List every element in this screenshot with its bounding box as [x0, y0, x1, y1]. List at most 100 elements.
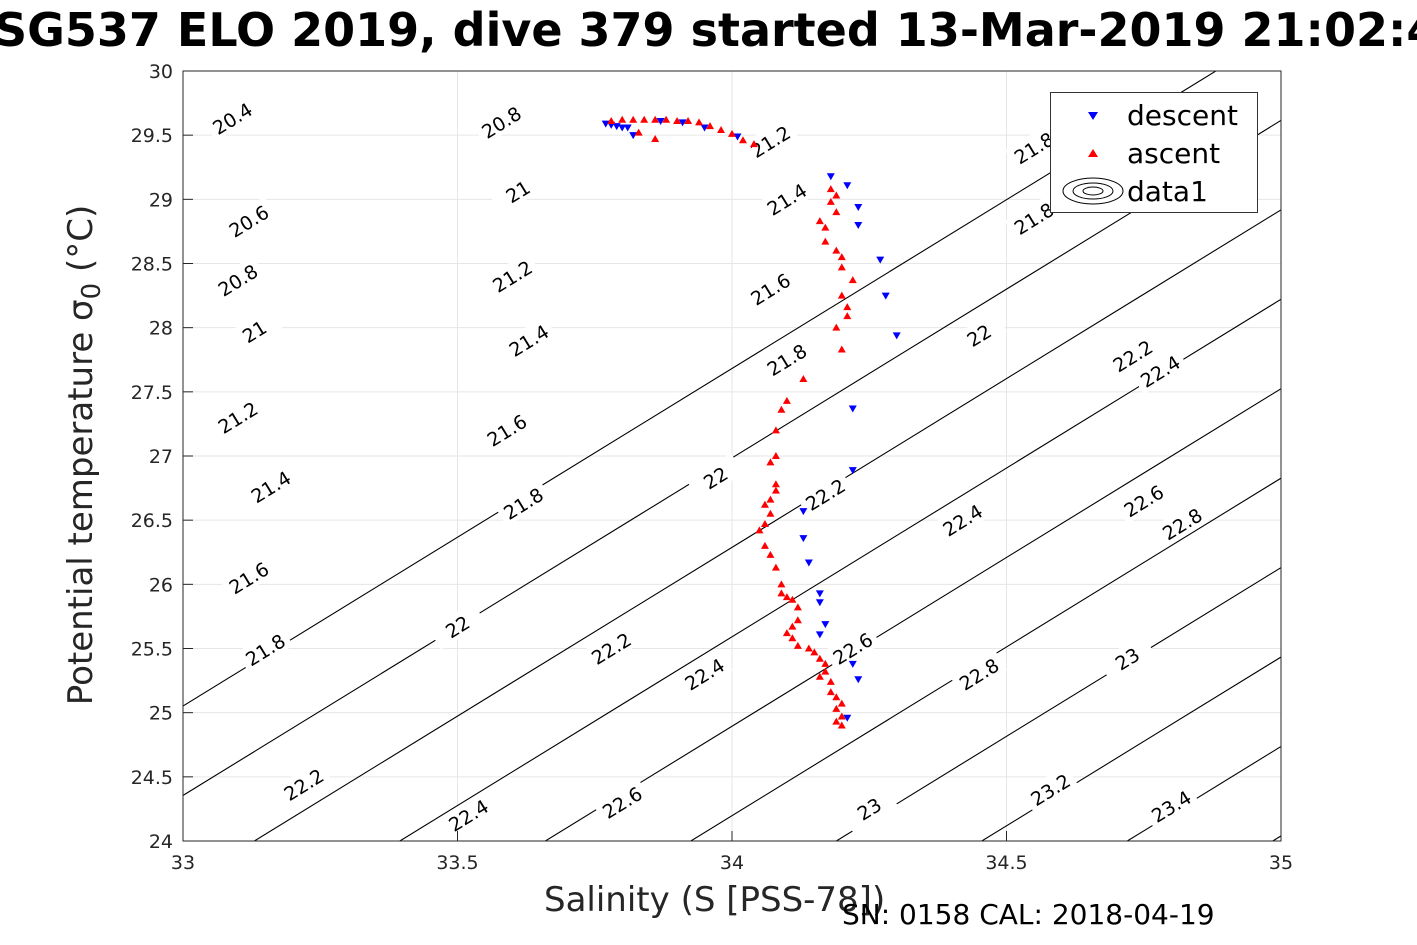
ascent-point	[804, 644, 813, 652]
contour-label-bg	[950, 310, 1007, 359]
contour-label-bg	[219, 196, 277, 245]
descent-point	[733, 133, 742, 141]
contour-label-bg	[840, 784, 898, 832]
contour-label-bg	[741, 116, 799, 165]
ascent-marker-icon	[1088, 149, 1098, 157]
descent-point	[848, 405, 857, 413]
y-tick-label: 28.5	[131, 254, 173, 276]
x-tick-label: 34.5	[985, 852, 1027, 874]
ascent-point	[706, 122, 715, 130]
ascent-point	[771, 452, 780, 459]
contour-label-bg	[208, 255, 266, 304]
ascent-point	[629, 115, 638, 123]
contour-label-bg	[488, 166, 546, 215]
ascent-point	[771, 486, 780, 494]
contour-line	[690, 477, 1281, 841]
contour-label-bg	[950, 649, 1007, 698]
x-tick-label: 33	[171, 852, 195, 874]
contour-label-bg	[499, 315, 557, 364]
ascent-point	[760, 500, 769, 508]
descent-point	[618, 124, 627, 132]
y-axis-label: Potential temperature σ0 (°C)	[61, 205, 107, 705]
ascent-point	[837, 699, 846, 707]
descent-point	[854, 204, 863, 212]
contour-line	[183, 119, 1281, 797]
y-tick-label: 27.5	[131, 382, 173, 404]
descent-point	[848, 660, 857, 668]
ascent-point	[821, 659, 830, 667]
descent-point	[623, 124, 632, 132]
y-tick-label: 24.5	[131, 767, 173, 789]
descent-point	[826, 173, 835, 181]
contour-line	[1272, 835, 1281, 841]
contour-label-bg	[823, 623, 881, 672]
y-tick-label: 27	[149, 446, 173, 468]
sensor-calibration-note: SN: 0158 CAL: 2018-04-19	[842, 898, 1215, 931]
contour-label-bg	[1114, 476, 1172, 524]
contour-label-bg	[1131, 346, 1189, 395]
ascent-point	[777, 405, 786, 413]
ascent-point	[832, 323, 841, 331]
contour-label-bg	[593, 777, 651, 826]
ascent-point	[837, 253, 846, 261]
ascent-point	[771, 563, 780, 571]
ascent-point	[788, 595, 797, 603]
descent-point	[629, 132, 638, 140]
ascent-point	[810, 648, 819, 656]
ascent-point	[793, 641, 802, 649]
x-tick-label: 35	[1269, 852, 1293, 874]
ascent-point	[782, 629, 791, 637]
descent-point	[656, 118, 665, 126]
x-axis-label: Salinity (S [PSS-78])	[544, 880, 886, 920]
ascent-point	[777, 589, 786, 597]
ascent-point	[640, 115, 649, 123]
y-tick-label: 28	[149, 318, 173, 340]
contour-label-bg	[428, 601, 486, 650]
contour-label-bg	[1004, 193, 1062, 242]
ascent-point	[793, 603, 802, 611]
grid-lines	[182, 70, 1282, 842]
ascent-point	[695, 118, 704, 126]
x-axis-ticks: 33 33.5 34 34.5 35	[171, 831, 1293, 874]
ascent-point	[799, 375, 808, 382]
ascent-point	[662, 115, 671, 123]
contour-label-bg	[741, 264, 799, 313]
contour-label-bg	[1153, 499, 1211, 548]
descent-point	[892, 332, 901, 340]
y-tick-label: 26.5	[131, 510, 173, 532]
descent-point	[848, 467, 857, 475]
ascent-point	[607, 117, 616, 125]
contour-label-bg	[236, 625, 294, 673]
descent-point	[854, 676, 863, 684]
ascent-point	[837, 721, 846, 729]
contour-ellipses-icon	[1062, 177, 1124, 205]
ascent-point	[826, 688, 835, 696]
contour-line	[545, 388, 1281, 841]
descent-point	[843, 714, 852, 722]
contour-label-bg	[757, 174, 815, 223]
legend-item-ascent: ascent	[1051, 135, 1257, 171]
y-axis-label-sub: 0	[76, 282, 107, 300]
ascent-point	[826, 677, 835, 685]
y-tick-label: 29	[149, 189, 173, 211]
contour-label-bg	[472, 97, 530, 146]
ascent-point	[766, 458, 775, 466]
ascent-point	[815, 672, 824, 680]
legend-label-ascent: ascent	[1127, 137, 1221, 170]
y-tick-label: 26	[149, 574, 173, 596]
contour-label-bg	[1004, 123, 1062, 171]
y-tick-label: 25.5	[131, 639, 173, 661]
descent-point	[881, 292, 890, 300]
contour-label-bg	[208, 392, 266, 441]
ascent-point	[837, 345, 846, 353]
contour-label-bg	[582, 623, 640, 672]
y-tick-label: 25	[149, 703, 173, 725]
ascent-point	[673, 117, 682, 125]
ascent-point	[755, 526, 764, 534]
ascent-point	[821, 237, 830, 245]
ascent-point	[821, 667, 830, 675]
contour-label-bg	[686, 453, 744, 501]
contour-label-bg	[1098, 634, 1156, 682]
ascent-point	[771, 480, 780, 488]
ascent-point	[793, 616, 802, 624]
